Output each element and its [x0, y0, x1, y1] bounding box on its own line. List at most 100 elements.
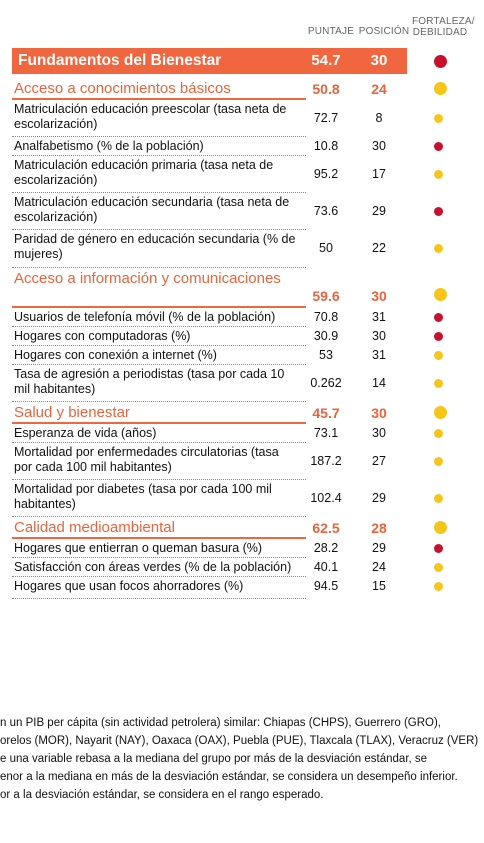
- row-position: 15: [372, 579, 386, 593]
- row-score: 59.6: [312, 288, 340, 304]
- row-position: 29: [372, 491, 386, 505]
- row-label: Salud y bienestar: [14, 404, 130, 421]
- row-label: Tasa de agresión a periodistas (tasa por…: [14, 367, 285, 396]
- weakness-dot-icon: [434, 332, 443, 341]
- indicator-table: Fundamentos del Bienestar 54.7 30 Acceso a …: [0, 48, 484, 599]
- row-score: 50.8: [312, 81, 340, 97]
- indicator-row: Paridad de género en educación secundari…: [12, 230, 443, 268]
- neutral-dot-icon: [434, 521, 447, 534]
- row-label: Satisfacción con áreas verdes (% de la p…: [14, 560, 292, 574]
- row-position: 31: [372, 310, 386, 324]
- row-label: Matriculación educación secundaria (tasa…: [14, 195, 290, 224]
- indicator-row: Usuarios de telefonía móvil (% de la pob…: [12, 308, 443, 327]
- row-score: 62.5: [312, 520, 340, 536]
- row-score: 30.9: [313, 329, 339, 343]
- neutral-dot-icon: [434, 244, 443, 253]
- row-label: Hogares con computadoras (%): [14, 329, 191, 343]
- row-position: 8: [375, 111, 383, 125]
- row-label: Hogares que usan focos ahorradores (%): [14, 579, 244, 593]
- row-label: Matriculación educación preescolar (tasa…: [14, 102, 287, 131]
- row-label: Calidad medioambiental: [14, 519, 175, 536]
- row-score: 45.7: [312, 405, 340, 421]
- row-label: Acceso a información y comunicaciones: [14, 270, 281, 287]
- row-score: 73.1: [313, 426, 339, 440]
- row-score: 40.1: [313, 560, 339, 574]
- row-score: 53: [319, 348, 333, 362]
- row-score: 94.5: [313, 579, 339, 593]
- row-position: 30: [371, 405, 387, 421]
- header-position: POSICIÓN: [358, 26, 410, 37]
- footnote-line: orelos (MOR), Nayarit (NAY), Oaxaca (OAX…: [0, 735, 479, 747]
- row-label: Analfabetismo (% de la población): [14, 139, 204, 153]
- footnotes: n un PIB per cápita (sin actividad petro…: [0, 714, 484, 804]
- category-row: Calidad medioambiental 62.5 28: [12, 517, 447, 539]
- row-label: Hogares que entierran o queman basura (%…: [14, 541, 263, 555]
- row-label: Matriculación educación primaria (tasa n…: [14, 158, 274, 187]
- row-score: 50: [319, 241, 333, 255]
- indicator-row: Matriculación educación secundaria (tasa…: [12, 193, 443, 230]
- neutral-dot-icon: [434, 494, 443, 503]
- category-row: Acceso a conocimientos básicos 50.8 24: [12, 78, 447, 100]
- neutral-dot-icon: [434, 563, 443, 572]
- row-label: Mortalidad por enfermedades circulatoria…: [14, 445, 279, 474]
- indicator-row: Matriculación educación primaria (tasa n…: [12, 156, 443, 193]
- row-score: 10.8: [313, 139, 339, 153]
- neutral-dot-icon: [434, 582, 443, 591]
- row-score: 54.7: [311, 52, 341, 69]
- neutral-dot-icon: [434, 288, 447, 301]
- row-label: Paridad de género en educación secundari…: [14, 232, 296, 261]
- header-score: PUNTAJE: [307, 26, 355, 37]
- row-position: 31: [372, 348, 386, 362]
- footnote-line: or a la desviación estándar, se consider…: [0, 789, 324, 801]
- footnote-line: enor a la mediana en más de la desviació…: [0, 771, 458, 783]
- neutral-dot-icon: [434, 457, 443, 466]
- row-label: Hogares con conexión a internet (%): [14, 348, 217, 362]
- header-strength: FORTALEZA/ DEBILIDAD: [412, 16, 475, 38]
- indicator-row: Hogares con conexión a internet (%) 53 31: [12, 346, 443, 365]
- neutral-dot-icon: [434, 429, 443, 438]
- indicator-row: Mortalidad por diabetes (tasa por cada 1…: [12, 480, 443, 517]
- indicator-row: Satisfacción con áreas verdes (% de la p…: [12, 558, 443, 577]
- neutral-dot-icon: [434, 406, 447, 419]
- row-position: 29: [372, 204, 386, 218]
- neutral-dot-icon: [434, 114, 443, 123]
- row-position: 24: [371, 81, 387, 97]
- row-position: 30: [372, 139, 386, 153]
- neutral-dot-icon: [434, 351, 443, 360]
- weakness-dot-icon: [434, 55, 447, 68]
- row-position: 30: [371, 288, 387, 304]
- row-score: 73.6: [313, 204, 339, 218]
- row-position: 30: [370, 52, 388, 69]
- row-label: Mortalidad por diabetes (tasa por cada 1…: [14, 482, 272, 511]
- row-position: 24: [372, 560, 386, 574]
- weakness-dot-icon: [434, 313, 443, 322]
- row-position: 22: [372, 241, 386, 255]
- row-position: 14: [372, 376, 386, 390]
- row-label: Esperanza de vida (años): [14, 426, 157, 440]
- row-position: 17: [372, 167, 386, 181]
- weakness-dot-icon: [434, 142, 443, 151]
- neutral-dot-icon: [434, 170, 443, 179]
- row-score: 70.8: [313, 310, 339, 324]
- neutral-dot-icon: [434, 379, 443, 388]
- row-score: 187.2: [310, 454, 342, 468]
- row-position: 29: [372, 541, 386, 555]
- table-header: PUNTAJE POSICIÓN FORTALEZA/ DEBILIDAD: [0, 0, 484, 48]
- indicator-row: Esperanza de vida (años) 73.1 30: [12, 424, 443, 443]
- row-position: 30: [372, 426, 386, 440]
- row-label: Acceso a conocimientos básicos: [14, 80, 231, 97]
- row-position: 27: [372, 454, 386, 468]
- indicator-row: Matriculación educación preescolar (tasa…: [12, 100, 443, 137]
- category-row: Salud y bienestar 45.7 30: [12, 402, 447, 424]
- indicator-row: Hogares que usan focos ahorradores (%) 94…: [12, 577, 443, 599]
- footnote-line: n un PIB per cápita (sin actividad petro…: [0, 717, 441, 729]
- row-label: Usuarios de telefonía móvil (% de la pob…: [14, 310, 276, 324]
- row-score: 0.262: [310, 376, 342, 390]
- row-position: 30: [372, 329, 386, 343]
- indicator-row: Tasa de agresión a periodistas (tasa por…: [12, 365, 443, 402]
- row-score: 28.2: [313, 541, 339, 555]
- row-label: Fundamentos del Bienestar: [18, 52, 222, 69]
- row-score: 95.2: [313, 167, 339, 181]
- weakness-dot-icon: [434, 544, 443, 553]
